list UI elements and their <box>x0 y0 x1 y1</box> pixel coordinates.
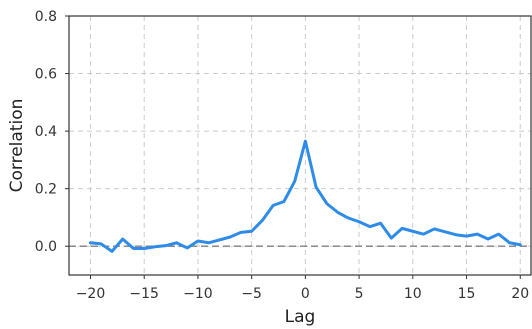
y-axis: 0.0 0.2 0.4 0.6 0.8 <box>35 9 69 255</box>
x-axis: −20 −15 −10 −5 0 5 10 15 20 <box>76 275 529 302</box>
series-layer <box>88 139 522 253</box>
x-tick-label: −5 <box>241 286 262 302</box>
y-tick-label: 0.0 <box>35 239 57 255</box>
y-tick-label: 0.4 <box>35 124 57 140</box>
correlation-series-line <box>88 139 522 253</box>
x-tick-label: 0 <box>301 286 310 302</box>
y-axis-title: Correlation <box>7 99 27 193</box>
y-tick-label: 0.2 <box>35 182 57 198</box>
y-tick-label: 0.6 <box>35 67 57 83</box>
y-tick-label: 0.8 <box>35 9 57 25</box>
plot-frame <box>68 15 532 276</box>
x-tick-label: 20 <box>511 286 529 302</box>
x-tick-label: 10 <box>404 286 422 302</box>
x-tick-label: −10 <box>183 286 213 302</box>
x-tick-label: 15 <box>458 286 476 302</box>
x-tick-label: −15 <box>129 286 159 302</box>
x-tick-label: 5 <box>355 286 364 302</box>
x-axis-title: Lag <box>285 307 316 327</box>
x-tick-label: −20 <box>76 286 106 302</box>
